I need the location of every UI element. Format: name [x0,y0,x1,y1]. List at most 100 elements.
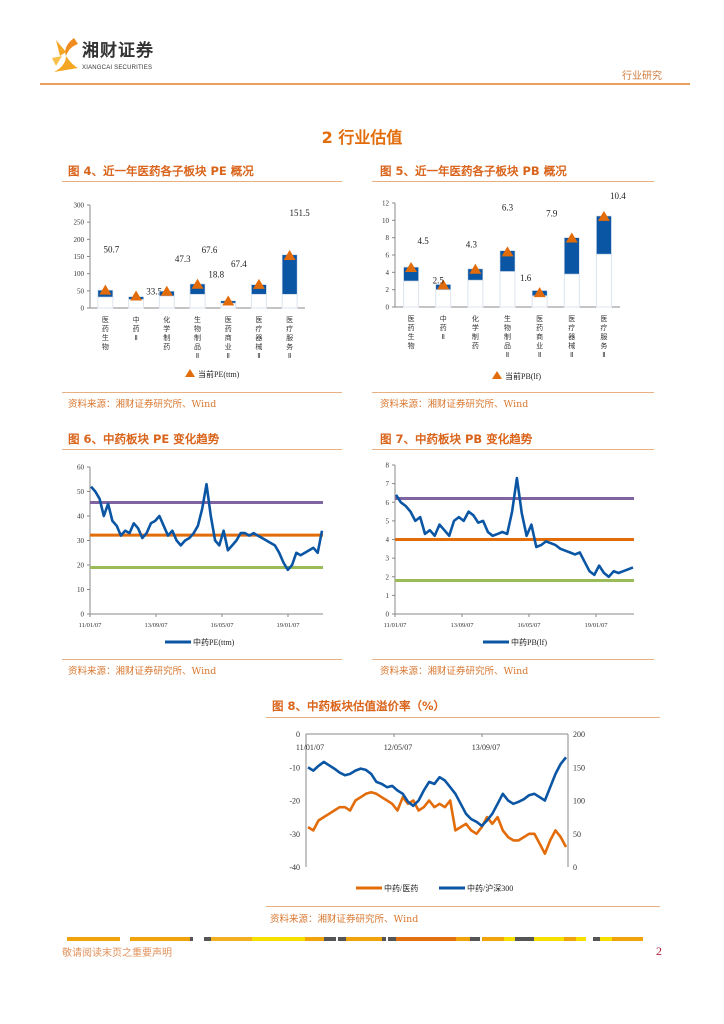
footer-stripe-segment [514,937,524,941]
left-y-tick-label: -30 [289,830,300,839]
footer-stripe-segment [304,937,324,941]
category-label: 中药Ⅱ [439,315,447,341]
left-y-tick-label: 0 [296,730,300,739]
bar-base [158,295,175,309]
divider [62,659,342,660]
bar-base [250,293,267,309]
category-label: 医疗器械Ⅱ [255,316,263,360]
right-y-tick-label: 150 [573,763,585,772]
data-label: 47.3 [175,254,191,264]
current-value-marker [191,278,204,289]
pe-subsector-bar-chart: 0 50 100 150 200 250 300 50.7 33.5 47.3 67.6 18.8 67… [74,202,311,380]
data-label: 2.5 [433,275,445,285]
bar-base [563,273,580,308]
figure-6-source: 资料来源：湘财证券研究所、Wind [68,666,217,677]
data-label: 7.9 [546,209,558,219]
y-tick-label: 2 [386,573,390,581]
bar-base [467,279,484,308]
current-value-marker [130,290,143,301]
footer-stripe-segment [534,937,564,941]
divider [62,392,342,393]
category-label: 医疗服务Ⅱ [600,315,608,359]
x-tick-label: 12/05/07 [384,743,412,752]
y-tick-label: 40 [77,513,85,521]
y-tick-label: 20 [77,562,85,570]
legend-marker [492,371,502,379]
y-tick-label: 50 [77,488,85,496]
y-tick-label: 4 [386,269,390,277]
category-label: 生物制品Ⅱ [194,316,201,360]
bar-base [499,270,516,308]
footer-stripe-segment [211,937,252,941]
footer-disclaimer: 敬请阅读末页之重要声明 [62,948,172,959]
pb-subsector-bar-chart: 0 2 4 6 8 10 12 4.5 2.5 4.3 6.3 1.6 7.9 10.4 当前PB(lf) [382,191,626,381]
x-tick-label: 11/01/07 [79,622,103,629]
series-line [394,476,634,579]
data-label: 67.6 [202,245,218,255]
y-tick-label: 4 [386,536,390,544]
footer-stripe-segment [523,937,534,941]
y-tick-label: 0 [81,611,85,619]
y-tick-label: 200 [74,236,85,244]
x-tick-label: 16/05/07 [517,622,541,629]
report-category: 行业研究 [622,71,662,82]
page-number: 2 [656,944,662,958]
bar-base [531,295,548,308]
y-tick-label: 10 [382,217,390,225]
current-value-marker [597,210,610,221]
divider [372,659,654,660]
footer-stripe-segment [576,937,586,941]
bar-base [435,289,452,308]
y-tick-label: 0 [386,611,390,619]
tcm-pe-trend-chart: 0 10 20 30 40 50 60 11/01/07 13/09/07 16/05/07 19/… [77,464,324,647]
data-label: 4.5 [417,236,429,246]
bar-base [403,280,420,308]
footer-stripe-segment [67,937,120,941]
footer-stripe-segment [612,937,644,941]
logo-name-en: XIANGCAI SECURITIES [82,65,153,71]
footer-stripe-segment [381,937,387,941]
figure-5-source: 资料来源：湘财证券研究所、Wind [380,399,529,410]
divider [372,181,654,182]
y-tick-label: 0 [386,304,390,312]
series-line [307,790,568,855]
y-tick-label: 150 [74,253,85,261]
left-y-tick-label: -10 [289,763,300,772]
right-y-tick-label: 50 [573,830,581,839]
current-value-marker [222,295,235,306]
y-tick-label: 6 [386,499,390,507]
divider [372,449,654,450]
y-tick-label: 1 [386,592,390,600]
bar-base [189,293,206,309]
y-tick-label: 8 [386,234,390,242]
bar-range [596,215,612,255]
x-tick-label: 16/05/07 [210,622,234,629]
figure-8-source: 资料来源：湘财证券研究所、Wind [270,914,419,925]
section-title: 2 行业估值 [321,128,403,147]
figure-7-title: 图 7、中药板块 PB 变化趋势 [380,432,533,446]
y-tick-label: 250 [74,219,85,227]
y-tick-label: 6 [386,252,390,260]
y-tick-label: 50 [77,287,85,295]
y-tick-label: 2 [386,286,390,294]
bar-range [281,254,298,295]
right-y-tick-label: 0 [573,863,577,872]
y-tick-label: 7 [386,480,390,488]
series-line [90,482,324,572]
figure-8-title: 图 8、中药板块估值溢价率（%） [272,699,446,713]
data-label: 50.7 [103,245,119,255]
series-line [307,756,568,828]
y-tick-label: 3 [386,555,390,563]
x-tick-label: 13/09/07 [472,743,500,752]
footer-stripe-segment [338,937,346,941]
header-divider [40,83,690,85]
x-tick-label: 11/01/07 [296,743,324,752]
category-label: 中药Ⅱ [132,316,140,342]
legend-label: 中药PB(lf) [511,637,547,647]
data-label: 33.5 [146,286,162,296]
y-tick-label: 30 [77,537,85,545]
category-label: 医疗服务Ⅱ [286,316,294,360]
y-tick-label: 12 [382,200,390,208]
x-tick-label: 13/09/07 [144,622,168,629]
